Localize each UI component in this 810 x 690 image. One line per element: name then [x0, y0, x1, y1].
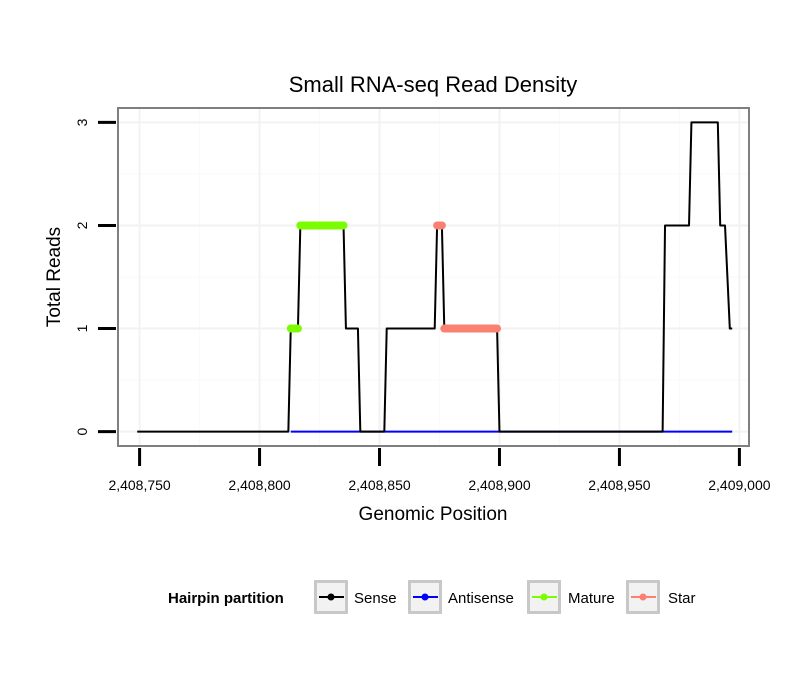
legend-item-sense: Sense — [314, 580, 397, 614]
x-tick-label: 2,408,950 — [588, 477, 650, 493]
legend-label: Star — [668, 590, 696, 607]
y-tick-label: 3 — [74, 118, 90, 126]
legend-key-point — [540, 593, 548, 601]
legend-key-point — [421, 593, 429, 601]
legend-item-antisense: Antisense — [408, 580, 514, 614]
legend-item-star: Star — [626, 580, 696, 614]
legend-label: Sense — [354, 590, 397, 607]
y-tick-label: 2 — [74, 221, 90, 229]
x-tick-label: 2,408,900 — [468, 477, 530, 493]
chart-title: Small RNA-seq Read Density — [289, 72, 578, 97]
x-tick-label: 2,408,800 — [228, 477, 290, 493]
x-axis-label: Genomic Position — [359, 504, 508, 525]
legend-item-mature: Mature — [527, 580, 615, 614]
x-tick-label: 2,408,750 — [108, 477, 170, 493]
y-tick-label: 1 — [74, 324, 90, 332]
legend-key-point — [639, 593, 647, 601]
legend-key-point — [327, 593, 335, 601]
y-tick-label: 0 — [74, 427, 90, 435]
legend-label: Antisense — [448, 590, 514, 607]
y-axis-label: Total Reads — [44, 227, 65, 327]
legend-label: Mature — [568, 590, 615, 607]
x-tick-label: 2,408,850 — [348, 477, 410, 493]
plot-border — [117, 107, 750, 447]
legend-title: Hairpin partition — [168, 590, 284, 607]
x-tick-label: 2,409,000 — [708, 477, 770, 493]
